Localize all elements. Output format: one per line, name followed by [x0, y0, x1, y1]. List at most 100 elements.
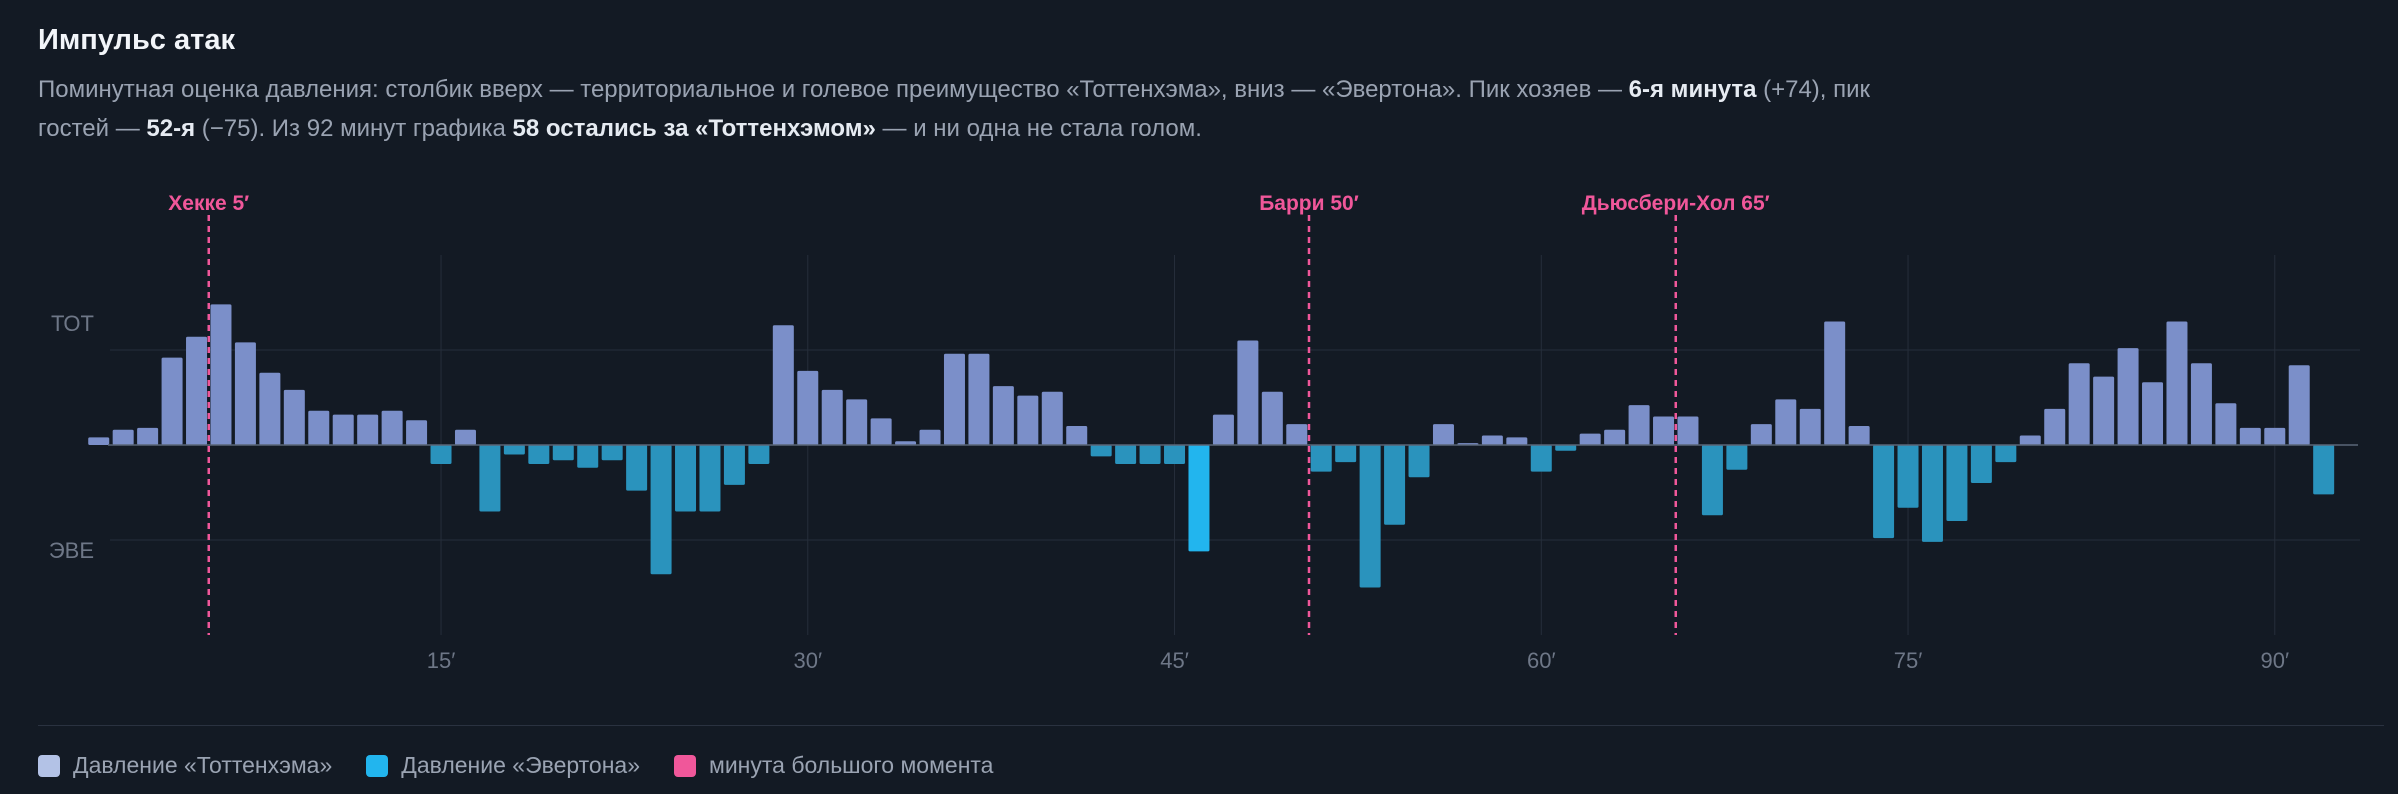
bar-minute-59: [1506, 437, 1528, 445]
bar-minute-17: [479, 445, 501, 512]
bar-minute-30: [797, 370, 819, 445]
bar-minute-83: [2093, 376, 2115, 445]
bar-minute-51: [1310, 445, 1332, 472]
legend-item-moment: минута большого момента: [674, 752, 993, 779]
bar-minute-2: [112, 429, 134, 445]
y-label-top: ТОТ: [51, 311, 94, 336]
legend-divider: [38, 725, 2384, 726]
bar-minute-73: [1848, 426, 1870, 445]
x-tick-label-75: 75′: [1894, 648, 1923, 673]
bar-minute-33: [870, 418, 892, 445]
bar-minute-65: [1653, 416, 1675, 445]
bar-minute-92: [2313, 445, 2335, 495]
bar-minute-78: [1970, 445, 1992, 483]
bar-minute-11: [332, 414, 354, 445]
x-tick-label-60: 60′: [1527, 648, 1556, 673]
bar-minute-67: [1701, 445, 1723, 516]
subtitle-text-4: — и ни одна не стала голом.: [875, 115, 1202, 142]
moment-label-65: Дьюсбери-Хол 65′: [1582, 192, 1770, 215]
legend-swatch-moment: [674, 754, 696, 777]
bar-minute-69: [1750, 424, 1772, 445]
bar-minute-44: [1139, 445, 1161, 464]
bar-minute-19: [528, 445, 550, 464]
bar-minute-20: [552, 445, 574, 461]
bar-minute-68: [1726, 445, 1748, 470]
legend-label-home: Давление «Тоттенхэма»: [73, 752, 333, 778]
bar-minute-80: [2019, 435, 2041, 445]
bar-minute-12: [357, 414, 379, 445]
legend-swatch-away: [366, 754, 389, 777]
bar-minute-64: [1628, 405, 1650, 445]
bar-minute-15: [430, 445, 452, 464]
bar-minute-71: [1799, 408, 1821, 445]
moment-label-50: Барри 50′: [1259, 192, 1359, 215]
bar-minute-82: [2068, 363, 2090, 445]
bar-minute-41: [1066, 426, 1088, 445]
bar-minute-18: [503, 445, 525, 455]
bar-minute-72: [1824, 321, 1846, 445]
bar-minute-9: [283, 389, 305, 445]
bar-minute-4: [161, 357, 183, 445]
bar-minute-66: [1677, 416, 1699, 445]
bar-minute-81: [2044, 408, 2066, 445]
subtitle-bold-3: 58 остались за «Тоттенхэмом»: [512, 115, 876, 142]
bar-minute-61: [1555, 445, 1577, 451]
bar-minute-10: [308, 410, 330, 445]
bar-minute-74: [1873, 445, 1895, 539]
legend-label-moment: минута большого момента: [709, 752, 994, 778]
bar-minute-90: [2264, 427, 2286, 445]
bar-minute-27: [723, 445, 745, 485]
subtitle-bold-2: 52-я: [146, 115, 196, 142]
bar-minute-45: [1164, 445, 1186, 464]
bar-minute-5: [186, 336, 208, 445]
bar-minute-75: [1897, 445, 1919, 508]
bar-minute-58: [1481, 435, 1503, 445]
bar-minute-62: [1579, 433, 1601, 445]
bar-minute-14: [406, 420, 428, 445]
bar-minute-1: [88, 437, 110, 445]
bar-minute-56: [1432, 424, 1454, 445]
bar-minute-24: [650, 445, 672, 575]
x-tick-label-15: 15′: [427, 648, 456, 673]
bar-minute-34: [895, 441, 917, 445]
bar-minute-29: [772, 325, 794, 445]
bar-minute-8: [259, 372, 281, 445]
bar-minute-49: [1261, 391, 1283, 445]
bar-minute-42: [1090, 445, 1112, 457]
bar-minute-91: [2288, 365, 2310, 445]
moment-label-5: Хекке 5′: [168, 192, 249, 215]
bar-minute-54: [1384, 445, 1406, 525]
bar-minute-89: [2239, 427, 2261, 445]
bar-minute-32: [846, 399, 868, 445]
bar-minute-60: [1530, 445, 1552, 472]
bar-minute-7: [234, 342, 256, 445]
bar-minute-13: [381, 410, 403, 445]
bar-minute-43: [1115, 445, 1137, 464]
legend: Давление «Тоттенхэма» Давление «Эвертона…: [38, 752, 993, 779]
subtitle-text-2: (+74), пик гостей —: [38, 76, 1871, 142]
bar-minute-86: [2166, 321, 2188, 445]
bar-minute-21: [577, 445, 599, 468]
bar-minute-31: [821, 389, 843, 445]
chart-subtitle: Поминутная оценка давления: столбик ввер…: [38, 70, 1898, 148]
momentum-chart: Хекке 5′ Барри 50′ Дьюсбери-Хол 65′ 15′ 30′…: [49, 192, 2360, 673]
bar-minute-84: [2117, 348, 2139, 445]
bar-minute-85: [2142, 382, 2164, 445]
moments-layer: Хекке 5′ Барри 50′ Дьюсбери-Хол 65′: [168, 192, 1770, 635]
bars-layer: [88, 304, 2335, 588]
bar-minute-25: [675, 445, 697, 512]
subtitle-text-3: (−75). Из 92 минут графика: [195, 115, 513, 142]
bar-minute-53: [1359, 445, 1381, 588]
bar-minute-22: [601, 445, 623, 461]
bar-minute-52: [1335, 445, 1357, 463]
bar-minute-23: [626, 445, 648, 491]
bar-minute-77: [1946, 445, 1968, 521]
bar-minute-55: [1408, 445, 1430, 478]
legend-swatch-home: [38, 754, 60, 777]
labels-layer: 15′ 30′ 45′ 60′ 75′ 90′ ТОТ ЭВЕ: [49, 311, 2289, 673]
subtitle-bold-1: 6-я минута: [1628, 76, 1757, 103]
x-tick-label-45: 45′: [1160, 648, 1189, 673]
bar-minute-26: [699, 445, 721, 512]
bar-minute-70: [1775, 399, 1797, 445]
bar-minute-47: [1212, 414, 1234, 445]
